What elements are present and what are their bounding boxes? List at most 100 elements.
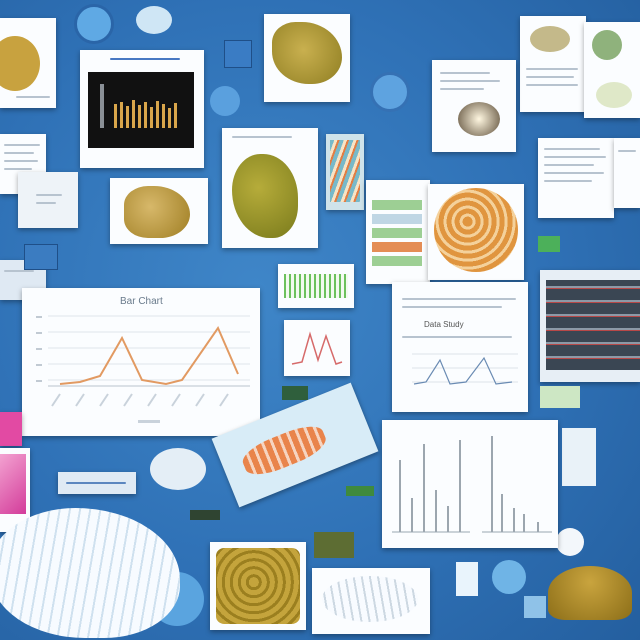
pink-image	[0, 454, 26, 514]
blue-dish-icon[interactable]	[74, 4, 114, 44]
orange-specimen-image	[238, 419, 331, 482]
pink-photo-card[interactable]	[0, 412, 22, 446]
top-right-photo[interactable]	[584, 22, 640, 118]
text-line	[440, 80, 500, 82]
bowl-image	[596, 82, 632, 108]
text-line	[440, 88, 484, 90]
right-edge-document[interactable]	[614, 138, 640, 208]
green-chart-card[interactable]	[278, 264, 354, 308]
text-line	[4, 144, 40, 146]
olive-sponge-card[interactable]	[264, 14, 350, 102]
small-card-icon[interactable]	[524, 596, 546, 618]
small-card-icon[interactable]	[190, 510, 220, 520]
glass-bowl-icon[interactable]	[150, 448, 206, 490]
coral-image	[434, 188, 518, 272]
top-left-photo-card[interactable]	[0, 18, 56, 108]
text-line	[544, 164, 594, 166]
striped-photo-card[interactable]	[326, 134, 364, 210]
text-line	[36, 202, 56, 204]
header-line	[110, 58, 180, 60]
text-line	[544, 172, 604, 174]
main-line-chart	[36, 315, 250, 423]
clear-shell-image[interactable]	[0, 508, 180, 638]
coral-photo-card[interactable]	[428, 184, 524, 280]
small-line-chart-card[interactable]	[284, 320, 350, 376]
olive-mushroom-image[interactable]	[548, 566, 632, 620]
text-line	[618, 150, 636, 152]
document-line-chart	[412, 353, 518, 385]
shell-document-card[interactable]	[432, 60, 516, 152]
small-card-icon[interactable]	[24, 244, 58, 270]
text-line	[544, 156, 606, 158]
stripes-image	[330, 140, 360, 202]
olive-specimen-image	[216, 548, 300, 624]
table-row	[372, 256, 422, 266]
white-shell-image	[322, 576, 418, 622]
white-disc-icon[interactable]	[556, 528, 584, 556]
text-line	[402, 298, 516, 300]
main-line-chart-card[interactable]: Bar Chart	[22, 288, 260, 436]
glass-icon[interactable]	[456, 562, 478, 596]
label-badge[interactable]	[58, 472, 136, 494]
table-row	[372, 242, 422, 252]
green-shell-image	[592, 30, 622, 60]
shell-image	[458, 102, 500, 136]
grid-lines	[48, 315, 250, 381]
spreadsheet-card[interactable]	[366, 180, 430, 284]
golden-sponge-image	[124, 186, 190, 238]
photo-icon[interactable]	[314, 532, 354, 558]
spike-charts	[392, 436, 552, 533]
document-with-chart[interactable]: Data Study	[392, 282, 528, 412]
olive-specimen-card[interactable]	[210, 542, 306, 630]
green-chart-image	[284, 274, 348, 298]
table-row	[372, 228, 422, 238]
small-white-card[interactable]	[18, 172, 78, 228]
text-line	[232, 136, 292, 138]
glass-bowl-icon[interactable]	[136, 6, 172, 34]
table-row	[372, 200, 422, 210]
mollusk-image	[530, 26, 570, 52]
text-line	[66, 482, 126, 484]
text-line	[402, 336, 512, 338]
green-folder-icon[interactable]	[540, 386, 580, 408]
text-line	[440, 72, 490, 74]
right-document-card[interactable]	[538, 138, 614, 218]
text-line	[526, 68, 578, 70]
golden-sponge-card[interactable]	[110, 178, 208, 244]
green-folder-icon[interactable]	[346, 486, 374, 496]
blue-disc-icon[interactable]	[210, 86, 240, 116]
text-line	[544, 148, 600, 150]
text-line	[4, 168, 32, 170]
text-line	[4, 270, 34, 272]
text-line	[544, 180, 592, 182]
text-line	[4, 160, 38, 162]
yellow-fruit-card[interactable]	[222, 128, 318, 248]
text-line	[36, 194, 62, 196]
pink-document-card[interactable]	[0, 448, 30, 532]
spike-chart-card[interactable]	[382, 420, 558, 548]
table-panel	[546, 280, 640, 370]
olive-sponge-image	[272, 22, 342, 84]
dark-bar-chart	[100, 84, 177, 128]
chart-title: Bar Chart	[120, 296, 163, 307]
dark-data-table[interactable]	[540, 270, 640, 382]
small-card-icon[interactable]	[224, 40, 252, 68]
dark-chart-panel	[88, 72, 194, 148]
chart-icon[interactable]	[562, 428, 596, 486]
green-folder-icon[interactable]	[538, 236, 560, 252]
text-line	[16, 96, 50, 98]
green-folder-icon[interactable]	[282, 386, 308, 400]
top-right-document[interactable]	[520, 16, 586, 112]
dark-bar-chart-card[interactable]	[80, 50, 204, 168]
white-shell-card[interactable]	[312, 568, 430, 634]
table-row	[372, 214, 422, 224]
yellow-organism-image	[0, 36, 40, 91]
blue-disc-icon[interactable]	[370, 72, 410, 112]
document-heading: Data Study	[424, 320, 464, 329]
blue-disc-icon[interactable]	[492, 560, 526, 594]
text-line	[4, 152, 34, 154]
text-line	[526, 84, 578, 86]
yellow-fruit-image	[232, 154, 298, 238]
text-line	[402, 306, 502, 308]
text-line	[526, 76, 574, 78]
